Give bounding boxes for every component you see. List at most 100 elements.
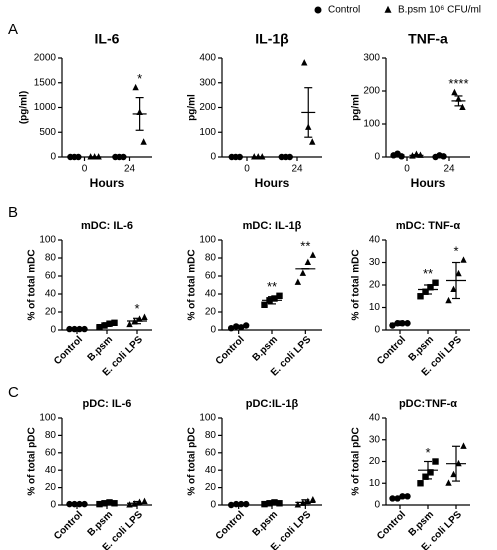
y-axis-label: % of total mDC bbox=[187, 249, 198, 320]
data-point bbox=[106, 320, 113, 327]
data-point bbox=[460, 442, 467, 449]
y-tick-label: 0 bbox=[50, 500, 56, 511]
significance: ** bbox=[300, 239, 310, 254]
y-tick-label: 80 bbox=[45, 430, 57, 441]
y-axis-label: pg/ml bbox=[187, 94, 198, 121]
y-tick-label: 20 bbox=[205, 307, 217, 318]
data-point bbox=[126, 320, 133, 328]
data-point bbox=[309, 495, 317, 503]
data-point bbox=[132, 83, 139, 91]
panel-label: A bbox=[8, 21, 18, 38]
data-point bbox=[259, 153, 266, 160]
x-tick-label: 24 bbox=[124, 164, 136, 175]
significance: * bbox=[425, 445, 430, 460]
data-point bbox=[455, 269, 462, 277]
x-tick-label: Control bbox=[375, 509, 408, 542]
data-point bbox=[389, 322, 396, 329]
data-point bbox=[432, 458, 439, 465]
chart-title: mDC: IL-6 bbox=[81, 220, 133, 232]
data-point bbox=[450, 285, 457, 293]
y-tick-label: 300 bbox=[199, 77, 216, 88]
data-point bbox=[422, 473, 429, 480]
y-tick-label: 1500 bbox=[34, 77, 57, 88]
data-point bbox=[432, 279, 439, 286]
y-axis-label: (pg/ml) bbox=[19, 91, 30, 124]
legend-label: B.psm 10⁶ CFU/ml bbox=[398, 5, 481, 16]
data-point bbox=[301, 59, 308, 66]
data-point bbox=[294, 501, 302, 508]
y-tick-label: 2000 bbox=[34, 53, 57, 64]
data-point bbox=[227, 501, 235, 509]
y-tick-label: 10 bbox=[369, 302, 381, 313]
y-tick-label: 40 bbox=[369, 413, 381, 424]
data-point bbox=[445, 296, 452, 304]
data-point bbox=[294, 278, 302, 285]
significance: **** bbox=[448, 76, 468, 91]
y-tick-label: 0 bbox=[374, 152, 380, 163]
significance: * bbox=[453, 244, 458, 259]
legend-label: Control bbox=[328, 5, 360, 16]
y-tick-label: 100 bbox=[199, 127, 216, 138]
y-tick-label: 60 bbox=[205, 271, 217, 282]
y-tick-label: 10 bbox=[369, 478, 381, 489]
x-tick-label: Control bbox=[375, 334, 408, 367]
chart-title: IL-6 bbox=[95, 31, 120, 47]
y-tick-label: 60 bbox=[205, 447, 217, 458]
data-point bbox=[140, 138, 147, 145]
y-tick-label: 0 bbox=[50, 325, 56, 336]
y-axis-label: % of total pDC bbox=[187, 427, 198, 495]
x-tick-label: 24 bbox=[291, 164, 303, 175]
y-tick-label: 500 bbox=[39, 127, 56, 138]
y-tick-label: 80 bbox=[45, 253, 57, 264]
y-tick-label: 20 bbox=[205, 482, 217, 493]
panel-label: B bbox=[8, 204, 18, 221]
y-axis-label: % of total pDC bbox=[351, 427, 362, 495]
data-point bbox=[455, 459, 462, 467]
y-tick-label: 0 bbox=[374, 500, 380, 511]
y-tick-label: 40 bbox=[205, 289, 217, 300]
panel-label: C bbox=[8, 384, 19, 401]
y-tick-label: 0 bbox=[210, 325, 216, 336]
data-point bbox=[460, 256, 467, 263]
y-tick-label: 100 bbox=[199, 235, 216, 246]
data-point bbox=[96, 324, 103, 331]
data-point bbox=[227, 325, 235, 332]
data-point bbox=[141, 497, 148, 505]
data-point bbox=[276, 292, 283, 299]
y-tick-label: 30 bbox=[369, 434, 381, 445]
chart-title: mDC: IL-1β bbox=[243, 220, 302, 232]
y-axis-label: % of total mDC bbox=[351, 249, 362, 320]
x-tick-label: B.psm bbox=[86, 334, 115, 363]
x-tick-label: B.psm bbox=[86, 509, 115, 538]
y-tick-label: 40 bbox=[205, 465, 217, 476]
y-tick-label: 100 bbox=[39, 235, 56, 246]
chart-title: IL-1β bbox=[255, 31, 289, 47]
data-point bbox=[309, 138, 316, 145]
y-tick-label: 20 bbox=[45, 482, 57, 493]
legend-marker bbox=[384, 5, 392, 13]
x-tick-label: Control bbox=[214, 509, 247, 542]
x-axis-label: Hours bbox=[411, 176, 446, 190]
y-tick-label: 0 bbox=[50, 152, 56, 163]
y-tick-label: 0 bbox=[374, 325, 380, 336]
y-tick-label: 200 bbox=[363, 86, 380, 97]
data-point bbox=[141, 313, 148, 320]
data-point bbox=[126, 501, 133, 508]
data-point bbox=[111, 319, 118, 326]
data-point bbox=[95, 153, 102, 160]
y-tick-label: 200 bbox=[199, 102, 216, 113]
significance: ** bbox=[423, 266, 433, 281]
y-tick-label: 80 bbox=[205, 253, 217, 264]
x-tick-label: Control bbox=[214, 334, 247, 367]
y-tick-label: 20 bbox=[45, 307, 57, 318]
y-tick-label: 100 bbox=[363, 119, 380, 130]
x-tick-label: B.psm bbox=[251, 509, 280, 538]
y-tick-label: 60 bbox=[45, 271, 57, 282]
chart-title: pDC: IL-6 bbox=[83, 398, 132, 410]
y-axis-label: % of total pDC bbox=[27, 427, 38, 495]
y-tick-label: 400 bbox=[199, 53, 216, 64]
y-tick-label: 300 bbox=[363, 53, 380, 64]
x-tick-label: Control bbox=[52, 334, 85, 367]
data-point bbox=[101, 322, 108, 329]
y-tick-label: 40 bbox=[45, 289, 57, 300]
